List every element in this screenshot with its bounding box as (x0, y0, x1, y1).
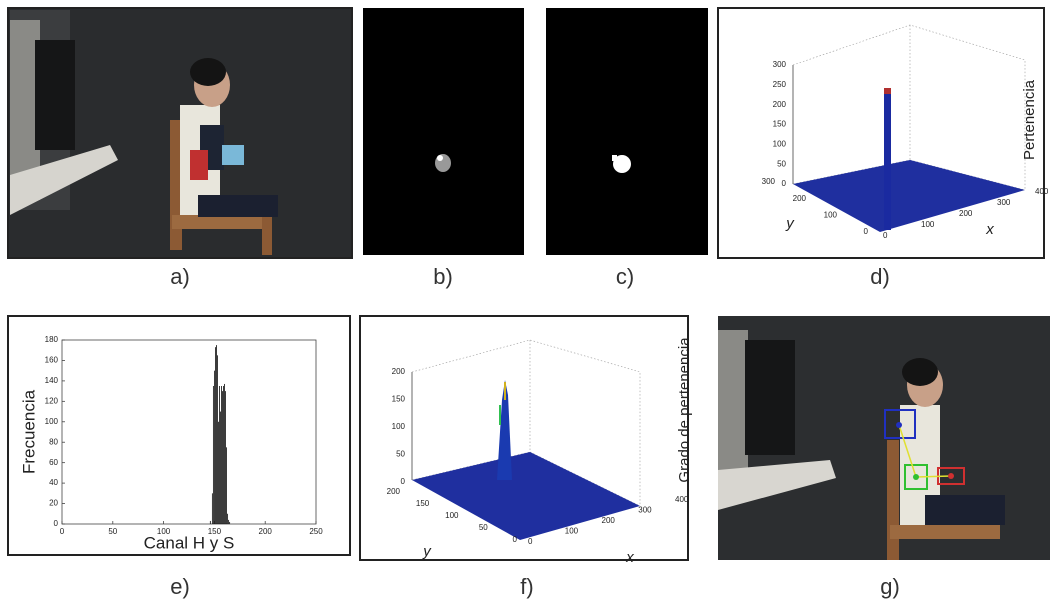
bar (224, 384, 225, 524)
bar (223, 386, 224, 524)
y-tick-label: 140 (45, 376, 59, 385)
y-tick-label: 0 (864, 227, 869, 236)
photo-a (8, 8, 352, 258)
histogram-frame (8, 316, 350, 555)
bar (220, 412, 221, 524)
x-tick-label: 200 (602, 516, 616, 525)
y-tick-label: 100 (824, 210, 838, 219)
z-tick-label: 50 (396, 450, 405, 459)
x-tick-label: 100 (921, 220, 935, 229)
bar (216, 345, 217, 524)
surface-d (718, 8, 1044, 258)
y-tick-label: 100 (45, 417, 59, 426)
surface-f (360, 316, 688, 560)
y-tick-label: 200 (387, 487, 401, 496)
y-tick-label: 0 (54, 519, 59, 528)
z-tick-label: 200 (773, 100, 787, 109)
bar (226, 447, 227, 524)
bar (219, 386, 220, 524)
x-axis-label: Canal H y S (144, 533, 235, 552)
bar (215, 347, 216, 524)
x-axis-label: x (625, 549, 634, 566)
z-tick-label: 150 (773, 120, 787, 129)
z-tick-label: 200 (392, 367, 406, 376)
z-tick-label: 100 (773, 139, 787, 148)
bar (229, 522, 230, 524)
x-tick-label: 400 (1035, 187, 1049, 196)
panel-caption: e) (170, 574, 190, 599)
bar (225, 391, 226, 524)
bar (221, 386, 222, 524)
x-tick-label: 250 (309, 527, 323, 536)
y-tick-label: 120 (45, 396, 59, 405)
x-tick-label: 50 (108, 527, 117, 536)
z-tick-label: 50 (777, 159, 786, 168)
panel-caption: a) (170, 264, 190, 289)
x-tick-label: 200 (259, 527, 273, 536)
z-axis-label: Pertenencia (1021, 79, 1038, 160)
x-tick-label: 300 (997, 198, 1011, 207)
panel-caption: f) (520, 574, 533, 599)
z-tick-label: 250 (773, 80, 787, 89)
z-tick-label: 300 (773, 60, 787, 69)
z-tick-label: 0 (401, 477, 406, 486)
y-tick-label: 100 (445, 511, 459, 520)
y-tick-label: 50 (479, 523, 488, 532)
x-tick-label: 100 (565, 527, 579, 536)
z-tick-label: 100 (392, 422, 406, 431)
x-tick-label: 200 (959, 209, 973, 218)
x-axis-label: x (985, 221, 994, 238)
y-tick-label: 300 (762, 177, 776, 186)
y-axis-label: Frecuencia (19, 389, 38, 474)
y-tick-label: 180 (45, 335, 59, 344)
bar (217, 355, 218, 524)
y-tick-label: 150 (416, 499, 430, 508)
panel-caption: d) (870, 264, 890, 289)
y-tick-label: 40 (49, 478, 58, 487)
bar (214, 371, 215, 524)
photo-g (718, 316, 1050, 560)
panel-caption: c) (616, 264, 634, 289)
figure: a) b) c) d) e) f) g) 0 20 40 60 80 100 120 140 160 180 0 5… (0, 0, 1052, 604)
x-tick-label: 0 (883, 231, 888, 240)
bar (213, 386, 214, 524)
x-tick-label: 300 (638, 506, 652, 515)
bar (218, 422, 219, 524)
mask-c (546, 8, 708, 255)
y-tick-label: 0 (513, 535, 518, 544)
bar (210, 521, 211, 524)
y-tick-label: 200 (793, 194, 807, 203)
z-axis-label: Grado de pertenencia (676, 337, 693, 483)
y-tick-label: 60 (49, 458, 58, 467)
panel-caption: b) (433, 264, 453, 289)
panel-caption: g) (880, 574, 900, 599)
x-tick-label: 0 (60, 527, 65, 536)
bar (222, 391, 223, 524)
bar (227, 514, 228, 524)
x-tick-label: 0 (528, 537, 533, 546)
y-tick-label: 80 (49, 437, 58, 446)
z-tick-label: 150 (392, 395, 406, 404)
x-tick-label: 400 (675, 495, 689, 504)
y-tick-label: 20 (49, 499, 58, 508)
bar (212, 493, 213, 524)
z-tick-label: 0 (782, 179, 787, 188)
bar (228, 520, 229, 524)
mask-b (363, 8, 524, 255)
y-tick-label: 160 (45, 356, 59, 365)
